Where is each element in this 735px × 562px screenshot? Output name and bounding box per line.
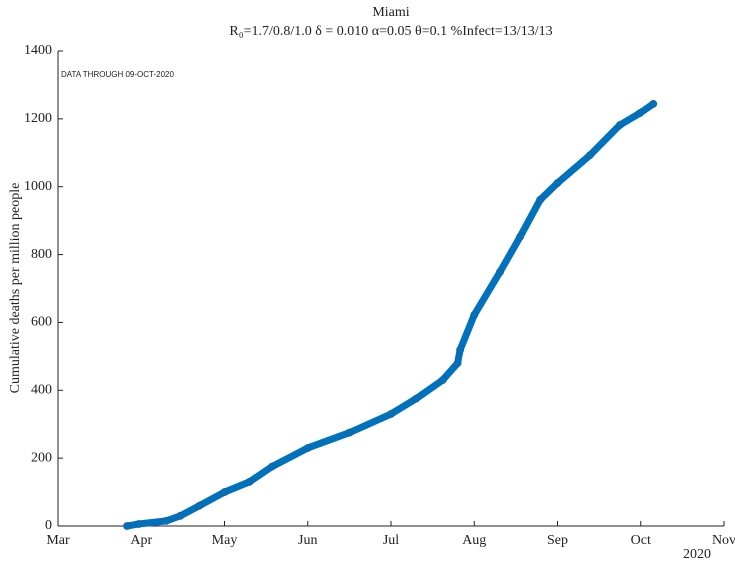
- y-tick-label: 1000: [24, 179, 52, 194]
- x-tick-label: Apr: [130, 533, 152, 548]
- data-point: [268, 462, 276, 471]
- data-point: [453, 359, 462, 368]
- data-point: [245, 477, 254, 486]
- data-point: [536, 196, 544, 204]
- x-tick-label: Aug: [462, 533, 486, 548]
- y-tick-label: 1200: [24, 111, 52, 126]
- data-point: [123, 522, 131, 530]
- x-tick-label: Sep: [547, 533, 568, 548]
- data-point: [176, 511, 185, 520]
- x-year-label: 2020: [683, 547, 711, 562]
- data-point: [162, 517, 171, 525]
- data-point: [470, 311, 479, 319]
- data-point: [438, 376, 447, 385]
- y-tick-label: 1400: [24, 43, 52, 58]
- y-tick-label: 200: [31, 450, 52, 465]
- y-tick-label: 400: [31, 383, 52, 398]
- annotation: DATA THROUGH 09-OCT-2020: [61, 70, 174, 79]
- data-point: [649, 100, 658, 108]
- data-point: [303, 444, 312, 452]
- data-point: [195, 501, 204, 510]
- data-point: [636, 109, 644, 117]
- data-point: [387, 410, 395, 418]
- x-tick-label: Mar: [46, 533, 70, 548]
- data-line: [123, 100, 657, 530]
- x-tick-label: Jul: [383, 533, 399, 548]
- x-tick-label: Jun: [298, 533, 317, 548]
- data-point: [496, 267, 504, 276]
- chart-title: Miami: [372, 5, 409, 20]
- y-tick-label: 600: [31, 315, 52, 330]
- data-point: [553, 179, 562, 187]
- y-axis-label: Cumulative deaths per million people: [8, 183, 23, 394]
- data-point: [412, 394, 420, 403]
- data-point: [516, 233, 524, 241]
- x-tick-label: Nov: [712, 533, 735, 548]
- data-point: [134, 520, 143, 528]
- x-tick-label: Oct: [631, 533, 651, 548]
- data-point: [345, 428, 354, 437]
- data-point: [616, 121, 624, 129]
- data-point: [586, 151, 594, 160]
- y-tick-label: 0: [45, 518, 52, 533]
- data-point: [220, 488, 229, 496]
- y-tick-label: 800: [31, 247, 52, 262]
- data-point: [456, 346, 464, 354]
- x-tick-label: May: [212, 533, 238, 548]
- chart-subtitle: R₀=1.7/0.8/1.0 δ = 0.010 α=0.05 θ=0.1 %I…: [229, 24, 552, 39]
